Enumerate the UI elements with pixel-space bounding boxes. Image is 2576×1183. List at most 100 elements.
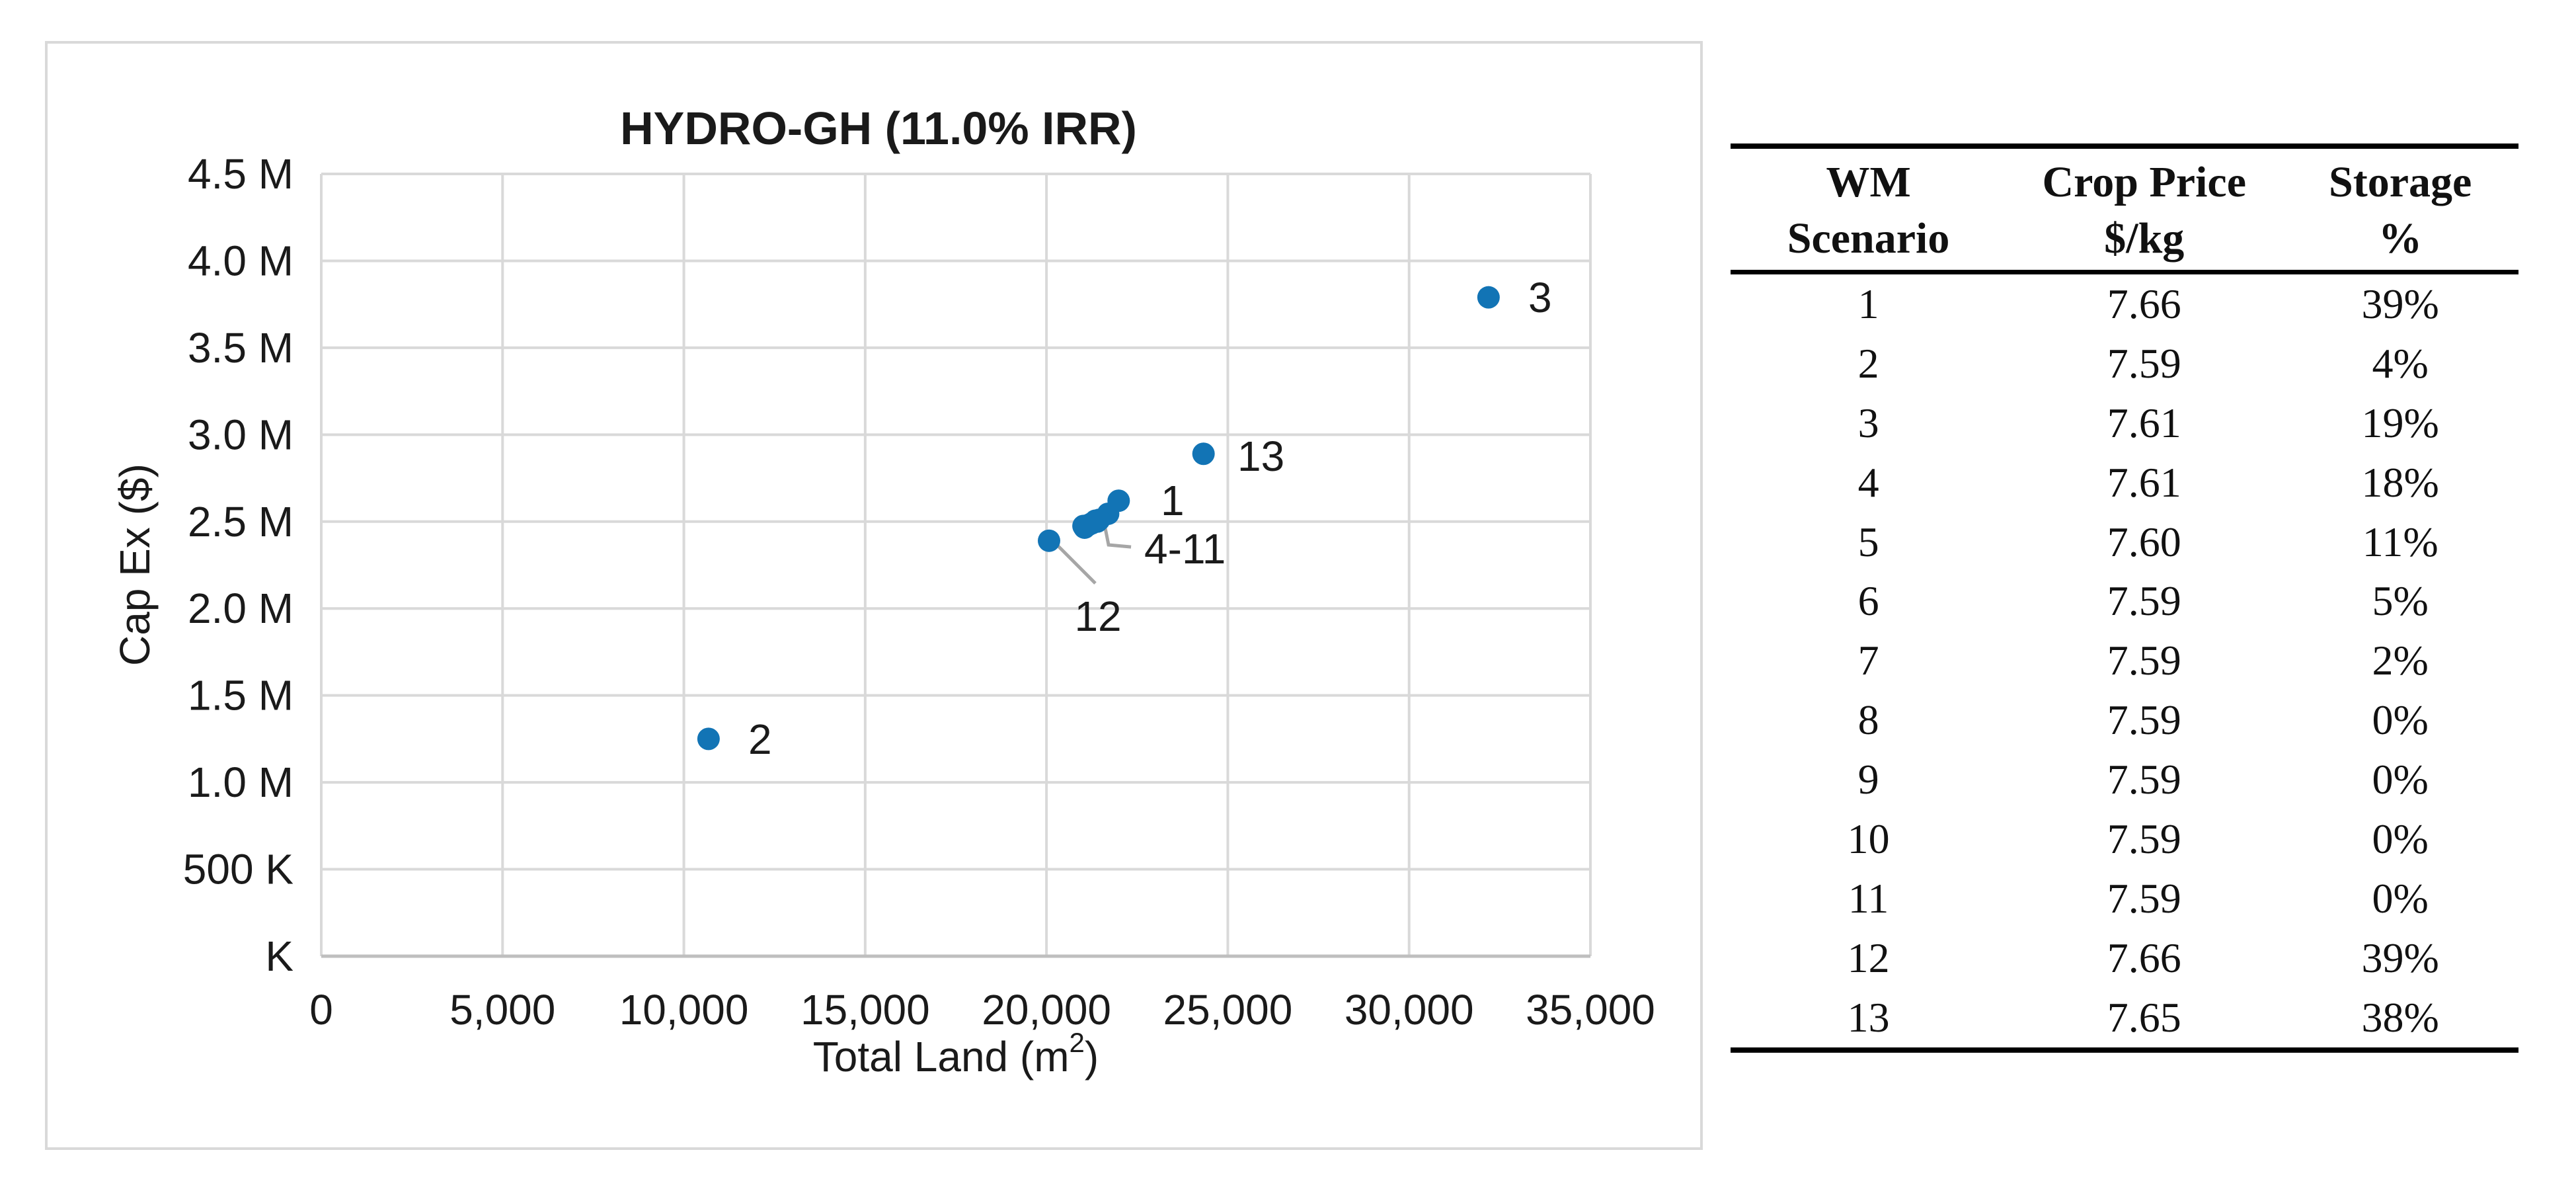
storage-cell: 39% [2361,934,2439,981]
point-label-4-11: 4-11 [1144,525,1226,573]
crop-price-cell: 7.66 [2107,934,2181,981]
crop-price-cell: 7.59 [2107,815,2181,862]
table-row: 5 7.60 11% [1731,512,2518,572]
storage-cell: 2% [2372,637,2429,684]
scenario-cell: 5 [1857,518,1879,565]
crop-price-cell: 7.60 [2107,518,2181,565]
scenario-cell: 9 [1857,756,1879,803]
x-tick-label: 25,000 [1163,986,1293,1034]
table-body: 1 7.66 39% 2 7.59 4% 3 7.61 19% 4 7.61 18% 5 7.60 11% 6… [1731,274,2518,1047]
scenario-cell: 11 [1848,874,1889,922]
scenario-cell: 10 [1847,815,1890,862]
axis-tick-labels: K 500 K 1.0 M 1.5 M 2.0 M 2.5 M 3.0 M 3.5 M 4.0 … [183,150,1655,1034]
scenario-cell: 13 [1847,993,1890,1041]
y-tick-label: 3.5 M [188,324,293,372]
crop-price-cell: 7.59 [2107,339,2181,387]
scenario-cell: 3 [1857,399,1879,446]
y-tick-label: 1.0 M [188,758,293,806]
y-tick-label: 2.5 M [188,498,293,546]
scatter-point-12 [1037,529,1060,552]
table-row: 2 7.59 4% [1731,334,2518,393]
scatter-point-13 [1192,442,1215,466]
chart-title: HYDRO-GH (11.0% IRR) [620,102,1137,154]
point-label-1: 1 [1161,477,1185,524]
point-label-12: 12 [1074,592,1121,640]
y-tick-label: K [265,932,293,980]
scatter-points [697,286,1500,751]
table-row: 13 7.65 38% [1731,988,2518,1047]
storage-cell: 5% [2372,577,2429,625]
scatter-chart-panel: 1 2 3 4-11 12 13 K 500 K 1.0 M 1.5 M 2.0 M 2.5 M 3.… [45,41,1703,1150]
table-row: 1 7.66 39% [1731,274,2518,334]
y-tick-label: 1.5 M [188,672,293,719]
crop-price-cell: 7.65 [2107,993,2181,1041]
table-row: 4 7.61 18% [1731,453,2518,512]
storage-cell: 0% [2372,874,2429,922]
table-row: 11 7.59 0% [1731,869,2518,928]
table-row: 7 7.59 2% [1731,631,2518,690]
column-header-storage: Storage % [2329,158,2472,263]
x-axis-title: Total Land (m2) [813,1027,1099,1081]
y-tick-label: 4.0 M [188,237,293,284]
storage-cell: 4% [2372,339,2429,387]
scenario-cell: 7 [1857,637,1879,684]
storage-cell: 0% [2372,756,2429,803]
chart-gridlines [320,173,1592,958]
storage-cell: 38% [2361,993,2439,1041]
x-tick-label: 20,000 [982,986,1111,1034]
crop-price-cell: 7.61 [2107,458,2181,506]
y-tick-label: 4.5 M [188,150,293,198]
table-header-rule [1731,270,2518,274]
column-header-crop-price: Crop Price $/kg [2042,158,2247,263]
storage-cell: 39% [2361,280,2439,327]
column-header-wm-scenario: WM Scenario [1787,158,1950,263]
storage-cell: 0% [2372,815,2429,862]
point-label-3: 3 [1528,274,1552,321]
table-row: 3 7.61 19% [1731,393,2518,453]
scenario-cell: 4 [1857,458,1879,506]
storage-cell: 11% [2362,518,2439,565]
scatter-point-3 [1477,286,1500,309]
crop-price-cell: 7.59 [2107,874,2181,922]
scatter-point-2 [697,727,720,751]
storage-cell: 0% [2372,696,2429,744]
crop-price-cell: 7.59 [2107,577,2181,625]
crop-price-cell: 7.61 [2107,399,2181,446]
crop-price-cell: 7.59 [2107,756,2181,803]
crop-price-cell: 7.59 [2107,637,2181,684]
table-row: 6 7.59 5% [1731,571,2518,631]
x-tick-label: 0 [309,986,333,1034]
x-tick-label: 35,000 [1526,986,1655,1034]
table-row: 8 7.59 0% [1731,690,2518,750]
scenario-table: WM Scenario Crop Price $/kg Storage % 1 7… [1731,143,2518,1053]
scenario-cell: 8 [1857,696,1879,744]
scenario-cell: 2 [1857,339,1879,387]
table-header-row: WM Scenario Crop Price $/kg Storage % [1731,149,2518,270]
table-bottom-rule [1731,1047,2518,1053]
scenario-cell: 6 [1857,577,1879,625]
storage-cell: 19% [2361,399,2439,446]
table-row: 9 7.59 0% [1731,750,2518,809]
table-row: 10 7.59 0% [1731,809,2518,869]
crop-price-cell: 7.59 [2107,696,2181,744]
x-tick-label: 10,000 [619,986,749,1034]
y-axis-title: Cap Ex ($) [111,464,159,666]
scenario-cell: 12 [1847,934,1890,981]
crop-price-cell: 7.66 [2107,280,2181,327]
point-label-13: 13 [1237,432,1284,480]
scenario-cell: 1 [1857,280,1879,327]
y-tick-label: 3.0 M [188,411,293,458]
y-tick-label: 500 K [183,846,293,893]
x-tick-label: 30,000 [1345,986,1474,1034]
table-row: 12 7.66 39% [1731,928,2518,988]
y-tick-label: 2.0 M [188,585,293,632]
point-label-2: 2 [748,715,772,763]
x-tick-label: 15,000 [800,986,930,1034]
x-tick-label: 5,000 [449,986,555,1034]
scatter-point-11 [1080,512,1103,535]
table-top-rule [1731,143,2518,149]
storage-cell: 18% [2361,458,2439,506]
